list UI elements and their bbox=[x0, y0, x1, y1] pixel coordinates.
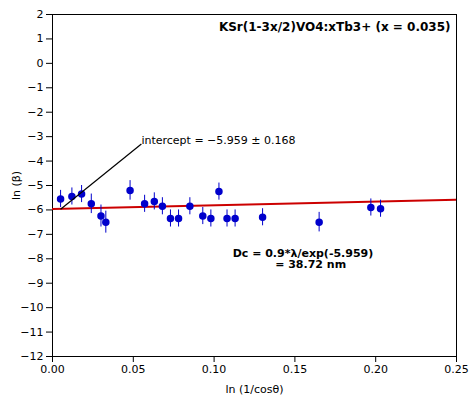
svg-text:−1: −1 bbox=[27, 81, 43, 94]
svg-text:−5: −5 bbox=[27, 179, 43, 192]
svg-text:0.05: 0.05 bbox=[121, 363, 146, 376]
svg-text:1: 1 bbox=[37, 32, 44, 45]
svg-text:0.15: 0.15 bbox=[283, 363, 308, 376]
svg-text:−10: −10 bbox=[20, 301, 43, 314]
svg-text:0.25: 0.25 bbox=[444, 363, 469, 376]
svg-text:−2: −2 bbox=[27, 106, 43, 119]
svg-text:KSr(1-3x/2)VO4:xTb3+ (x = 0.03: KSr(1-3x/2)VO4:xTb3+ (x = 0.035) bbox=[219, 20, 451, 34]
svg-text:ln (β): ln (β) bbox=[10, 171, 23, 200]
svg-text:0: 0 bbox=[37, 57, 44, 70]
svg-text:0.20: 0.20 bbox=[363, 363, 388, 376]
svg-text:−6: −6 bbox=[27, 203, 43, 216]
svg-text:intercept = −5.959 ± 0.168: intercept = −5.959 ± 0.168 bbox=[141, 134, 295, 147]
svg-text:−11: −11 bbox=[20, 326, 43, 339]
svg-text:−12: −12 bbox=[20, 350, 43, 363]
svg-text:−3: −3 bbox=[27, 130, 43, 143]
svg-text:−7: −7 bbox=[27, 228, 43, 241]
svg-text:Dc = 0.9*λ/exp(-5.959) = 38: Dc = 0.9*λ/exp(-5.959) = 38.72 nm bbox=[233, 247, 374, 271]
svg-text:−8: −8 bbox=[27, 252, 43, 265]
svg-text:ln (1/cosθ): ln (1/cosθ) bbox=[225, 383, 283, 396]
svg-text:0.00: 0.00 bbox=[40, 363, 65, 376]
svg-text:2: 2 bbox=[37, 8, 44, 21]
svg-text:−9: −9 bbox=[27, 277, 43, 290]
svg-text:−4: −4 bbox=[27, 155, 43, 168]
svg-text:0.10: 0.10 bbox=[202, 363, 227, 376]
